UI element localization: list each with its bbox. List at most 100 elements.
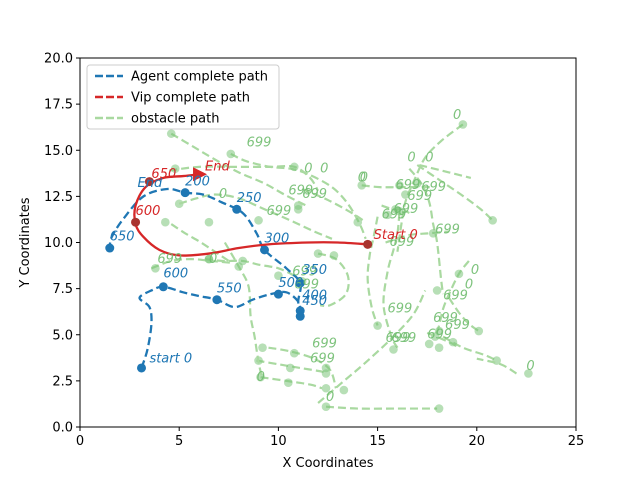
agent-label-3: 500 (278, 276, 303, 291)
obstacle-marker-17-1 (238, 256, 247, 266)
agent-marker-0 (137, 363, 147, 373)
y-axis-ticks: 0.0 2.5 5.0 7.5 10.0 12.5 15.0 17.5 20.0 (44, 52, 80, 436)
obstacle-marker-13-3 (321, 383, 331, 393)
obstacle-label-8-0: 0 (465, 278, 473, 293)
obstacle-marker-10-0 (524, 369, 533, 378)
agent-label-6: 350 (302, 263, 327, 278)
obstacle-label-0-0: 699 (388, 302, 413, 317)
obstacle-path-12 (317, 289, 427, 404)
y-tick-label-8: 20.0 (44, 52, 73, 67)
agent-marker-8 (232, 204, 242, 214)
obstacle-marker-11-0 (321, 402, 331, 412)
x-tick-label-3: 15 (369, 434, 386, 449)
obstacle-path-20 (178, 193, 333, 240)
plot-area: 6996990069900699699069969900699699699006… (105, 108, 535, 413)
obstacle-marker-13-0 (258, 343, 267, 352)
obstacle-label-24-1: 699 (302, 187, 327, 202)
vip-label-2: 650 (151, 167, 176, 182)
obstacle-marker-22-0 (226, 149, 236, 159)
obstacle-marker-0-0 (373, 321, 382, 330)
y-tick-label-0: 0.0 (52, 421, 73, 436)
agent-marker-9 (180, 188, 190, 198)
x-tick-label-1: 5 (175, 434, 183, 449)
obstacle-path-15 (260, 376, 323, 390)
obstacle-marker-15-1 (284, 378, 293, 388)
agent-marker-3 (273, 289, 283, 299)
obstacle-marker-25-0 (357, 181, 367, 190)
obstacle-label-10-0: 0 (526, 359, 534, 374)
agent-label-10: 650 (110, 230, 135, 245)
x-tick-label-4: 20 (469, 434, 486, 449)
obstacle-label-26-0: 699 (382, 208, 407, 223)
x-axis-ticks: 0 5 10 15 20 25 (76, 427, 584, 449)
obstacle-marker-19-0 (161, 217, 170, 227)
obstacle-label-22-1: 0 (320, 161, 328, 176)
vip-path-line (133, 173, 368, 257)
obstacle-path-24 (301, 187, 367, 224)
obstacle-marker-25-2 (401, 190, 410, 199)
obstacle-marker-21-1 (293, 204, 303, 214)
y-tick-label-1: 2.5 (52, 374, 73, 389)
y-tick-label-3: 7.5 (52, 282, 73, 297)
obstacle-marker-14-2 (321, 369, 331, 378)
obstacle-label-1-0: 699 (391, 331, 416, 346)
obstacle-marker-15-0 (256, 372, 265, 382)
obstacle-marker-25-1 (395, 181, 404, 190)
y-tick-label-6: 15.0 (44, 144, 73, 159)
agent-marker-1 (158, 282, 168, 292)
obstacle-marker-25-3 (412, 179, 422, 188)
agent-label-4: 450 (302, 294, 327, 309)
vip-marker-0 (363, 239, 373, 249)
agent-label-5: 400 (302, 289, 327, 304)
legend-box (86, 64, 280, 130)
agent-label-8: 250 (237, 191, 262, 206)
obstacle-path-18 (151, 258, 231, 270)
obstacle-label-20-1: 0 (219, 187, 227, 202)
obstacle-marker-4-0 (488, 216, 497, 225)
y-axis-title: Y Coordinates (18, 197, 33, 288)
obstacle-label-15-0: 0 (257, 370, 265, 385)
obstacle-marker-22-1 (353, 217, 363, 227)
x-tick-label-5: 25 (568, 434, 585, 449)
obstacle-label-12-0: 699 (386, 331, 411, 346)
obstacle-label-7-0: 699 (445, 318, 470, 333)
obstacle-label-26-1: 699 (393, 202, 418, 217)
agent-label-1: 600 (163, 267, 188, 282)
obstacle-path-4 (416, 164, 494, 222)
vip-marker-2 (144, 177, 154, 187)
obstacle-marker-18-1 (204, 254, 214, 264)
obstacle-marker-9-2 (448, 337, 458, 347)
obstacle-path-23 (169, 164, 320, 192)
obstacle-label-5-0: 0 (425, 150, 433, 165)
legend-label-vip: Vip complete path (131, 91, 250, 106)
obstacle-label-3-0: 0 (407, 150, 415, 165)
obstacle-label-17-0: 699 (292, 265, 317, 280)
obstacle-label-24-0: 699 (288, 184, 313, 199)
agent-label-0: start 0 (149, 351, 192, 366)
obstacle-label-25-0: 0 (360, 171, 368, 186)
obstacle-path-5 (418, 163, 472, 179)
y-tick-label-5: 12.5 (44, 190, 73, 205)
obstacle-label-4-0: 699 (421, 180, 446, 195)
obstacle-marker-23-1 (289, 162, 299, 172)
vip-label-1: 600 (136, 204, 161, 219)
agent-label-7: 300 (265, 232, 290, 247)
agent-marker-5 (295, 311, 305, 321)
obstacle-marker-20-0 (204, 217, 214, 227)
agent-label-9: 200 (185, 174, 210, 189)
obstacle-label-25-2: 699 (407, 189, 432, 204)
obstacle-label-6-1: 699 (443, 289, 468, 304)
y-tick-label-7: 17.5 (44, 98, 73, 113)
obstacle-path-2 (396, 123, 464, 252)
obstacle-label-13-1: 699 (310, 351, 335, 366)
x-axis-title: X Coordinates (282, 456, 373, 471)
obstacle-marker-11-1 (434, 404, 444, 413)
obstacle-marker-12-0 (339, 385, 349, 395)
obstacle-marker-1-0 (389, 345, 398, 354)
vip-label-3: End (205, 160, 230, 175)
x-tick-label-0: 0 (76, 434, 84, 449)
annotation-labels: 6996990069900699699069969900699699699006… (110, 108, 535, 405)
obstacle-marker-26-0 (383, 210, 392, 220)
obstacle-label-17-1: 699 (294, 278, 319, 293)
obstacle-label-27-1: 699 (435, 222, 460, 237)
